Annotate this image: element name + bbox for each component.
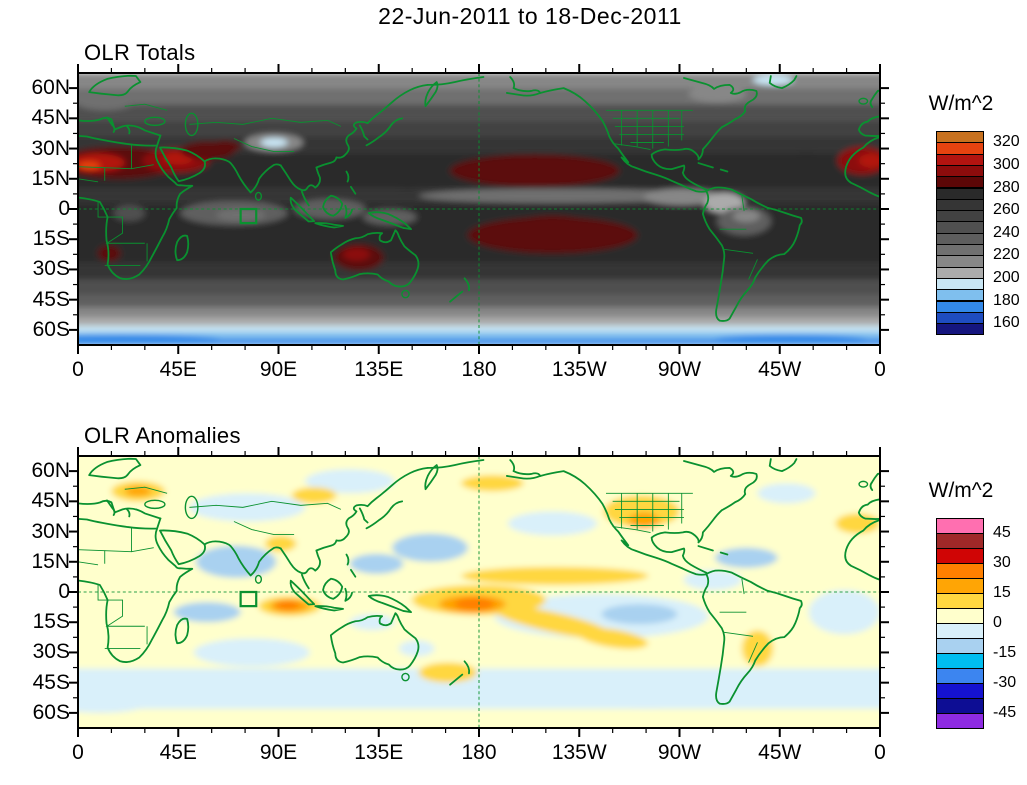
- colorbar-tick-label: -30: [993, 674, 1017, 691]
- colorbar-swatch: [936, 608, 984, 624]
- colorbar-swatch: [936, 683, 984, 699]
- lat-tick-label: 60N: [31, 459, 70, 483]
- lat-tick-label: 15S: [32, 227, 70, 251]
- lat-tick-label: 0: [58, 197, 70, 220]
- lon-tick-label: 90E: [259, 741, 298, 764]
- lat-tick-label: 45S: [32, 287, 70, 311]
- colorbar-swatch: [936, 638, 984, 654]
- figure-title: 22-Jun-2011 to 18-Dec-2011: [378, 3, 682, 29]
- lat-tick-label: 30S: [32, 257, 70, 281]
- lat-tick-label: 60S: [32, 317, 70, 341]
- colorbar-swatch: [936, 533, 984, 549]
- lat-tick-label: 15S: [32, 610, 70, 634]
- lon-tick-label: 90E: [259, 358, 298, 381]
- lon-tick-label: 45E: [159, 358, 197, 381]
- lat-tick-label: 30S: [32, 640, 70, 664]
- coastlines: [78, 76, 880, 321]
- colorbar-swatch: [936, 653, 984, 669]
- lat-tick-label: 45S: [32, 670, 70, 694]
- colorbar-tick-label: -45: [993, 704, 1017, 721]
- colorbar-tick-label: 200: [993, 268, 1020, 286]
- panel-title: OLR Totals: [84, 40, 196, 65]
- lat-tick-label: 45N: [31, 106, 70, 130]
- lon-tick-label: 90W: [657, 741, 702, 764]
- lat-tick-label: 60N: [31, 76, 70, 100]
- colorbar-swatch: [936, 518, 984, 534]
- panel-title: OLR Anomalies: [84, 423, 241, 448]
- colorbar-swatch: [936, 323, 984, 336]
- lon-tick-label: 180: [461, 741, 497, 764]
- colorbar-tick-label: 220: [993, 246, 1020, 264]
- colorbar-swatch: [936, 563, 984, 579]
- lat-tick-label: 0: [58, 580, 70, 603]
- colorbar-tick-label: 280: [993, 178, 1020, 196]
- colorbar-swatch: [936, 593, 984, 609]
- colorbar-swatch: [936, 698, 984, 714]
- colorbar-swatch: [936, 548, 984, 564]
- lon-tick-label: 135E: [354, 358, 404, 381]
- colorbar-tick-label: 320: [993, 133, 1020, 151]
- lon-tick-label: 45E: [159, 741, 197, 764]
- colorbar-units-label: W/m^2: [928, 92, 994, 115]
- colorbar-tick-label: 30: [993, 554, 1011, 571]
- study-region-box: [241, 209, 257, 223]
- lat-tick-label: 60S: [32, 700, 70, 724]
- colorbar-tick-label: -15: [993, 644, 1017, 661]
- lon-tick-label: 0: [874, 741, 886, 764]
- lon-tick-label: 180: [461, 358, 497, 381]
- lat-tick-label: 45N: [31, 489, 70, 513]
- colorbar-swatch: [936, 668, 984, 684]
- lon-tick-label: 0: [874, 358, 886, 381]
- colorbar-tick-label: 240: [993, 223, 1020, 241]
- lon-tick-label: 45W: [758, 741, 802, 764]
- colorbar-units-label: W/m^2: [928, 479, 994, 502]
- colorbar-tick-label: 300: [993, 155, 1020, 173]
- lon-tick-label: 45W: [758, 358, 802, 381]
- lon-tick-label: 0: [72, 358, 84, 381]
- world-map-totals: [78, 73, 880, 345]
- study-region-box: [241, 592, 257, 606]
- lon-tick-label: 135W: [551, 358, 607, 381]
- lat-tick-label: 15N: [31, 549, 70, 573]
- lat-tick-label: 15N: [31, 166, 70, 190]
- lat-tick-label: 30N: [31, 519, 70, 543]
- lon-tick-label: 0: [72, 741, 84, 764]
- colorbar-tick-label: 0: [993, 614, 1002, 631]
- colorbar-tick-label: 260: [993, 201, 1020, 219]
- colorbar-tick-label: 45: [993, 524, 1011, 541]
- world-map-anomalies: [78, 456, 880, 728]
- colorbar-tick-label: 160: [993, 314, 1020, 332]
- colorbar-swatch: [936, 623, 984, 639]
- lon-tick-label: 135W: [551, 741, 607, 764]
- colorbar-tick-label: 15: [993, 584, 1011, 601]
- lon-tick-label: 90W: [657, 358, 702, 381]
- lat-tick-label: 30N: [31, 136, 70, 160]
- colorbar-swatch: [936, 578, 984, 594]
- lon-tick-label: 135E: [354, 741, 404, 764]
- coastlines: [78, 459, 880, 704]
- map-frame-ticks: [69, 447, 889, 737]
- colorbar-tick-label: 180: [993, 291, 1020, 309]
- map-frame-ticks: [69, 64, 889, 354]
- colorbar-swatch: [936, 713, 984, 729]
